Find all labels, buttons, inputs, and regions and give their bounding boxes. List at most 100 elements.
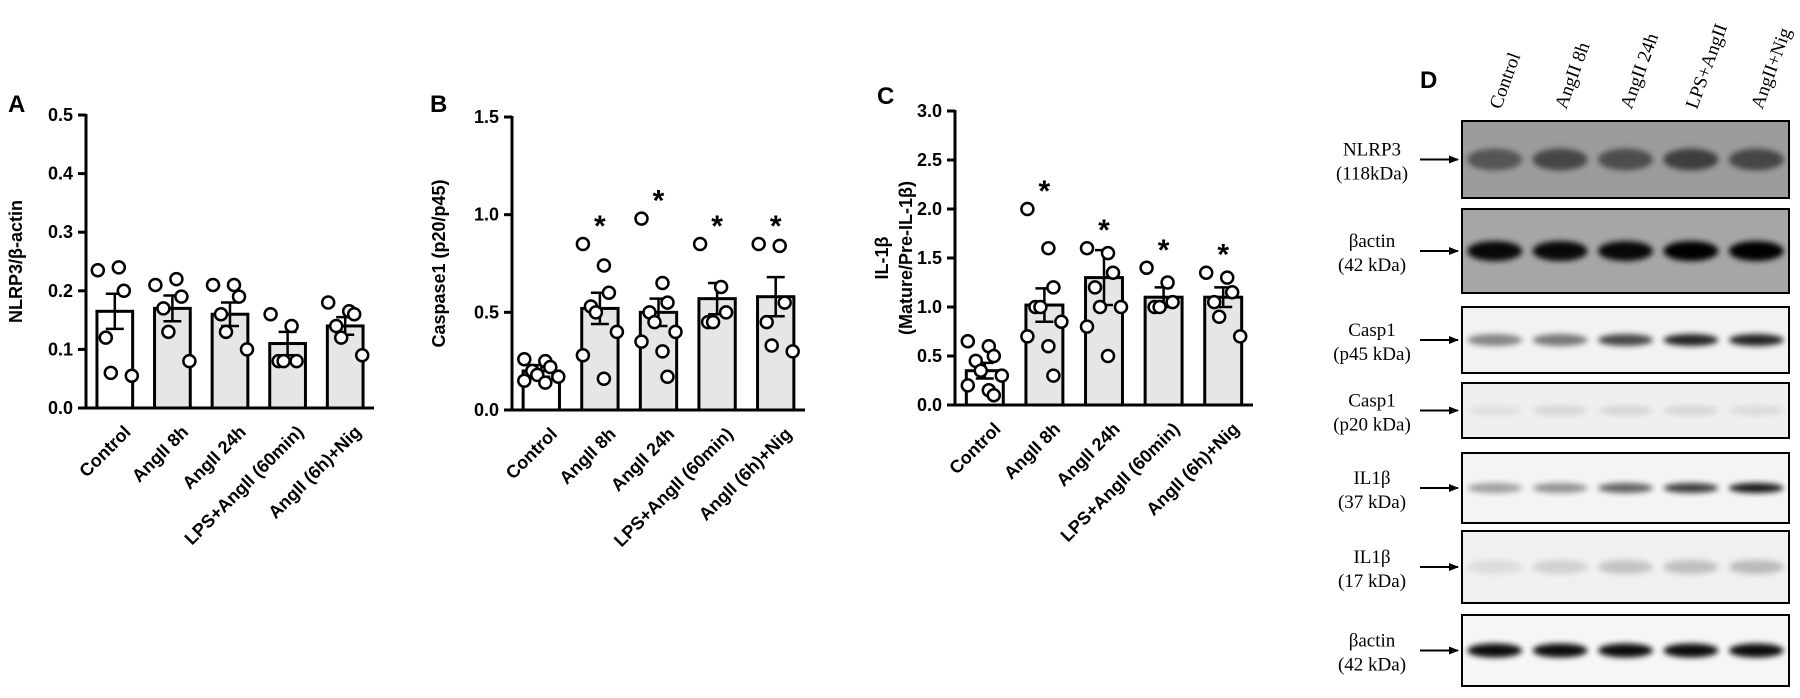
row-size: (p20 kDa)	[1333, 415, 1411, 436]
data-point	[226, 277, 242, 293]
lane-label: AngII 8h	[1551, 39, 1595, 112]
data-point	[1020, 201, 1035, 217]
data-point	[1160, 275, 1175, 290]
row-size: (42 kDa)	[1338, 255, 1406, 276]
data-point	[124, 368, 140, 384]
data-point	[551, 369, 566, 385]
data-point	[1079, 240, 1095, 256]
data-point	[213, 306, 229, 322]
data-point	[601, 285, 617, 301]
y-axis-label: Caspase1 (p20/p45)	[429, 179, 449, 347]
data-point	[1046, 280, 1061, 295]
y-tick-label: 1.5	[474, 107, 499, 127]
data-point	[1033, 299, 1048, 315]
blot-band	[1598, 405, 1653, 416]
lane-label: Control	[1486, 50, 1526, 112]
data-point	[1198, 265, 1214, 280]
row-size: (p45 kDa)	[1333, 344, 1411, 365]
blot-band	[1598, 560, 1653, 574]
data-point	[1224, 285, 1240, 300]
bar	[1203, 295, 1244, 407]
data-point	[169, 271, 184, 287]
blot-band	[1467, 334, 1523, 346]
row-size: (17 kDa)	[1338, 571, 1406, 592]
data-point	[333, 330, 349, 345]
y-tick-label: 2.5	[917, 150, 942, 170]
blot-band	[1728, 148, 1784, 171]
y-axis-label: IL-1β	[872, 236, 892, 279]
y-tick-label: 2.0	[917, 199, 942, 219]
blot-band	[1663, 241, 1719, 261]
blot-band	[1728, 405, 1784, 416]
y-tick-label: 1.0	[917, 297, 942, 317]
data-point	[239, 342, 255, 357]
data-point	[634, 211, 649, 226]
row-size: (42 kDa)	[1338, 655, 1406, 676]
data-point	[960, 334, 976, 349]
blot-band	[1663, 483, 1719, 493]
blot-band	[1532, 405, 1588, 416]
data-point	[205, 277, 221, 293]
y-tick-label: 0.2	[48, 281, 73, 301]
data-point	[660, 295, 675, 310]
data-point	[1087, 280, 1103, 295]
y-tick-label: 0.0	[48, 398, 73, 418]
data-point	[156, 301, 171, 316]
data-point	[1165, 294, 1180, 310]
data-point	[148, 277, 163, 293]
data-point	[1105, 265, 1121, 280]
blot-band	[1467, 241, 1523, 261]
data-point	[1020, 329, 1035, 344]
data-point	[320, 295, 336, 310]
blot-band	[1663, 643, 1719, 658]
y-tick-label: 0.5	[917, 346, 942, 366]
data-point	[759, 314, 774, 330]
blot-band	[1663, 405, 1719, 416]
significance-mark: *	[1217, 239, 1229, 272]
lane-label: AngII+Nig	[1747, 25, 1796, 112]
blot-band	[1467, 643, 1523, 658]
y-axis-label: (Mature/Pre-IL-1β)	[896, 181, 916, 335]
data-point	[1219, 270, 1235, 285]
bar	[1143, 295, 1184, 407]
data-point	[713, 279, 729, 295]
data-point	[994, 368, 1010, 383]
x-tick-label: Control	[75, 422, 134, 481]
data-point	[543, 359, 558, 375]
lane-label: AngII 24h	[1616, 30, 1663, 112]
row-size: (37 kDa)	[1338, 492, 1406, 513]
blot-band	[1663, 334, 1719, 346]
row-name: Casp1	[1348, 391, 1396, 412]
significance-mark: *	[770, 210, 782, 243]
data-point	[647, 314, 662, 330]
data-point	[1054, 314, 1069, 329]
data-point	[655, 275, 670, 291]
data-point	[596, 258, 612, 273]
data-point	[1211, 309, 1227, 325]
data-point	[668, 324, 683, 340]
data-point	[517, 373, 532, 388]
lane-label: LPS+AngII	[1682, 21, 1732, 112]
data-point	[90, 263, 106, 278]
blot-band	[1467, 405, 1523, 416]
data-point	[575, 236, 591, 252]
y-tick-label: 0.1	[48, 339, 73, 359]
data-point	[1041, 240, 1056, 256]
blot-band	[1467, 148, 1523, 171]
data-point	[182, 353, 197, 369]
row-name: βactin	[1349, 231, 1396, 252]
data-point	[1232, 329, 1248, 344]
data-point	[161, 324, 176, 340]
data-point	[960, 378, 976, 393]
data-point	[785, 344, 800, 359]
blot-band	[1598, 483, 1653, 493]
y-tick-label: 0.0	[917, 395, 942, 415]
significance-mark: *	[594, 210, 606, 243]
data-point	[986, 387, 1002, 403]
data-point	[517, 351, 532, 367]
data-point	[276, 353, 291, 369]
y-tick-label: 0.4	[48, 164, 73, 184]
blot-band	[1728, 241, 1784, 261]
blot-band	[1467, 560, 1523, 574]
row-name: NLRP3	[1343, 140, 1401, 161]
